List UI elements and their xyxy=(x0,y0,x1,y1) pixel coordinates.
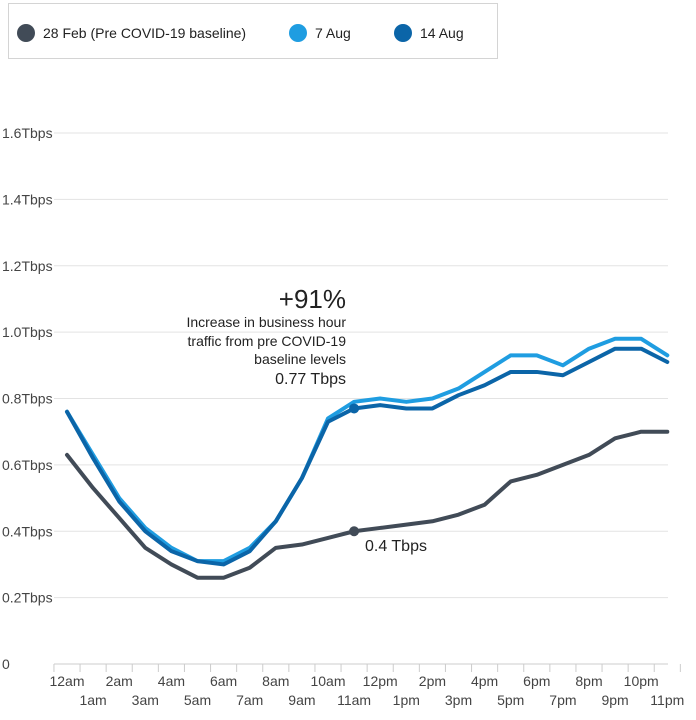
x-tick-label: 7pm xyxy=(549,692,576,708)
x-tick-label: 11am xyxy=(337,692,371,708)
y-tick-label: 0.2Tbps xyxy=(2,590,53,606)
x-tick-label: 12am xyxy=(49,673,84,689)
legend-swatch-aug7 xyxy=(289,24,307,42)
x-tick-label: 6am xyxy=(210,673,237,689)
x-tick-label: 5am xyxy=(184,692,211,708)
annotation-line-1: Increase in business hour xyxy=(186,314,346,330)
legend-label-feb: 28 Feb (Pre COVID-19 baseline) xyxy=(43,25,247,41)
annotation-aug-value: 0.77 Tbps xyxy=(275,371,346,388)
x-tick-label: 2pm xyxy=(419,673,446,689)
x-tick-label: 10pm xyxy=(624,673,659,689)
y-tick-label: 1.4Tbps xyxy=(2,191,53,207)
annotation-percent: +91% xyxy=(279,284,346,314)
x-tick-label: 5pm xyxy=(497,692,524,708)
x-tick-label: 8pm xyxy=(575,673,602,689)
marker-point-2 xyxy=(349,403,360,414)
x-axis-ticks: 12am 2am 4am 6am 8am 10am 12pm 2pm 4pm 6pm 8pm 10pm… xyxy=(49,664,684,708)
annotation-line-3: baseline levels xyxy=(254,351,346,367)
series-line-1 xyxy=(65,336,670,564)
x-tick-label: 1am xyxy=(79,692,106,708)
x-tick-label: 9pm xyxy=(601,692,628,708)
series-line-2 xyxy=(65,346,670,567)
x-tick-label: 9am xyxy=(288,692,315,708)
legend-label-aug7: 7 Aug xyxy=(315,25,351,41)
grid-lines xyxy=(54,132,668,599)
annotation-feb-value: 0.4 Tbps xyxy=(365,538,427,555)
series-line-0 xyxy=(65,429,670,580)
x-tick-label: 1pm xyxy=(393,692,420,708)
series-markers xyxy=(349,403,360,537)
legend: 28 Feb (Pre COVID-19 baseline) 7 Aug 14 … xyxy=(8,3,498,59)
x-tick-label: 4am xyxy=(158,673,185,689)
x-tick-label: 3am xyxy=(132,692,159,708)
y-tick-label: 1.0Tbps xyxy=(2,324,53,340)
series-lines xyxy=(65,336,670,580)
y-tick-label: 0.4Tbps xyxy=(2,523,53,539)
x-tick-label: 12pm xyxy=(363,673,398,689)
marker-point-0 xyxy=(349,526,360,537)
x-tick-label: 11pm xyxy=(650,692,684,708)
y-tick-label: 0 xyxy=(2,656,10,672)
legend-swatch-feb xyxy=(17,24,35,42)
legend-label-aug14: 14 Aug xyxy=(420,25,464,41)
y-tick-label: 1.2Tbps xyxy=(2,258,53,274)
x-tick-label: 8am xyxy=(262,673,289,689)
x-tick-label: 3pm xyxy=(445,692,472,708)
y-tick-label: 0.8Tbps xyxy=(2,391,53,407)
legend-item-aug7[interactable]: 7 Aug xyxy=(289,24,351,42)
x-tick-label: 10am xyxy=(310,673,345,689)
x-tick-label: 2am xyxy=(106,673,133,689)
y-tick-label: 1.6Tbps xyxy=(2,125,53,141)
annotation-line-2: traffic from pre COVID-19 xyxy=(188,333,347,349)
x-tick-label: 7am xyxy=(236,692,263,708)
legend-item-feb[interactable]: 28 Feb (Pre COVID-19 baseline) xyxy=(17,24,246,42)
annotations: +91% Increase in business hour traffic f… xyxy=(186,284,427,555)
legend-swatch-aug14 xyxy=(394,24,412,42)
x-tick-label: 4pm xyxy=(471,673,498,689)
x-tick-label: 6pm xyxy=(523,673,550,689)
y-axis-ticks: 0 0.2Tbps 0.4Tbps 0.6Tbps 0.8Tbps 1.0Tbps 1.2T… xyxy=(2,125,53,672)
legend-item-aug14[interactable]: 14 Aug xyxy=(394,24,464,42)
y-tick-label: 0.6Tbps xyxy=(2,457,53,473)
